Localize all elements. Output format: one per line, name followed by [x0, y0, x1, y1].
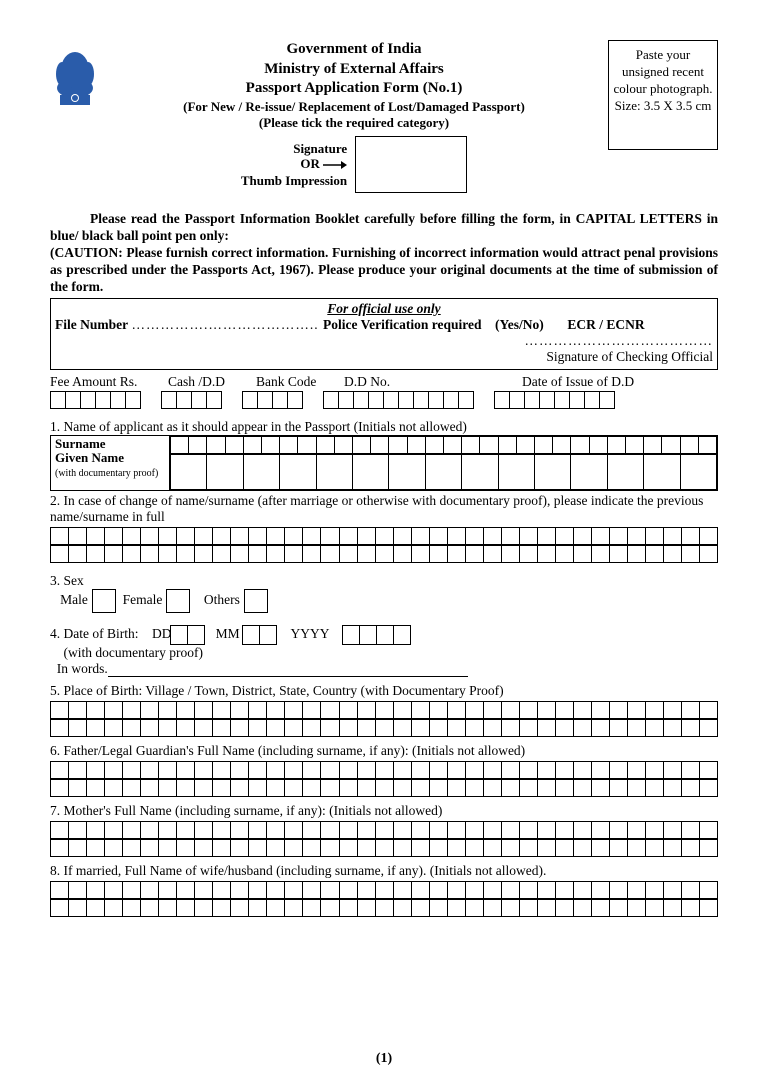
mm-cell[interactable]	[242, 625, 260, 645]
signature-label: Signature	[241, 141, 347, 157]
fee-date-cells[interactable]	[494, 391, 615, 409]
thumb-label: Thumb Impression	[241, 173, 347, 189]
fee-ddno-cells[interactable]	[323, 391, 474, 409]
others-checkbox[interactable]	[244, 589, 268, 613]
page: Government of India Ministry of External…	[0, 0, 768, 1087]
dd-cell[interactable]	[170, 625, 188, 645]
instructions: Please read the Passport Information Boo…	[50, 211, 718, 295]
q1-row-labels: Surname Given Name (with documentary pro…	[51, 436, 170, 490]
header-row: Government of India Ministry of External…	[50, 40, 718, 193]
q7-label: 7. Mother's Full Name (including surname…	[50, 803, 718, 819]
q4-row: 4. Date of Birth: DD MM YYYY (with docum…	[50, 625, 718, 677]
fee-amount-cells[interactable]	[50, 391, 141, 409]
fee-cash-cells[interactable]	[161, 391, 222, 409]
q5-label: 5. Place of Birth: Village / Town, Distr…	[50, 683, 718, 699]
q8-grid[interactable]	[50, 881, 718, 917]
q2-grid[interactable]	[50, 527, 718, 563]
q1-table: Surname Given Name (with documentary pro…	[50, 435, 718, 491]
q6-label: 6. Father/Legal Guardian's Full Name (in…	[50, 743, 718, 759]
q8-label: 8. If married, Full Name of wife/husband…	[50, 863, 718, 879]
title-line-3: Passport Application Form (No.1)	[110, 79, 598, 99]
q3-row: 3. Sex Male Female Others	[50, 573, 718, 613]
q1-grid[interactable]	[170, 436, 717, 490]
dob-words-input[interactable]	[108, 676, 468, 677]
male-checkbox[interactable]	[92, 589, 116, 613]
official-use-box: For official use only File Number …………….…	[50, 298, 718, 370]
fee-cells	[50, 391, 718, 409]
official-line-1: File Number …………….………………….. Police Verif…	[55, 317, 713, 333]
title-sub-2: (Please tick the required category)	[110, 115, 598, 132]
title-line-1: Government of India	[110, 40, 598, 60]
title-block: Government of India Ministry of External…	[110, 40, 598, 193]
title-sub-1: (For New / Re-issue/ Replacement of Lost…	[110, 99, 598, 116]
official-title: For official use only	[55, 301, 713, 317]
emblem-icon	[50, 40, 100, 110]
yyyy-cell[interactable]	[342, 625, 360, 645]
instructions-p2: (CAUTION: Please furnish correct informa…	[50, 245, 718, 294]
signature-row: Signature OR Thumb Impression	[110, 136, 598, 193]
signature-labels: Signature OR Thumb Impression	[241, 141, 347, 189]
q2-label: 2. In case of change of name/surname (af…	[50, 493, 718, 525]
instructions-p1: Please read the Passport Information Boo…	[50, 211, 718, 243]
title-line-2: Ministry of External Affairs	[110, 60, 598, 80]
or-label: OR	[241, 156, 347, 173]
q6-grid[interactable]	[50, 761, 718, 797]
photo-box[interactable]: Paste your unsigned recent colour photog…	[608, 40, 718, 150]
arrow-right-icon	[323, 158, 347, 174]
fee-bank-cells[interactable]	[242, 391, 303, 409]
page-number: (1)	[0, 1051, 768, 1067]
signature-box[interactable]	[355, 136, 467, 193]
q1-label: 1. Name of applicant as it should appear…	[50, 419, 718, 435]
female-checkbox[interactable]	[166, 589, 190, 613]
q5-grid[interactable]	[50, 701, 718, 737]
fee-labels: Fee Amount Rs. Cash /D.D Bank Code D.D N…	[50, 374, 718, 390]
official-sig-line: ………………………………… Signature of Checking Offi…	[55, 333, 713, 365]
q7-grid[interactable]	[50, 821, 718, 857]
